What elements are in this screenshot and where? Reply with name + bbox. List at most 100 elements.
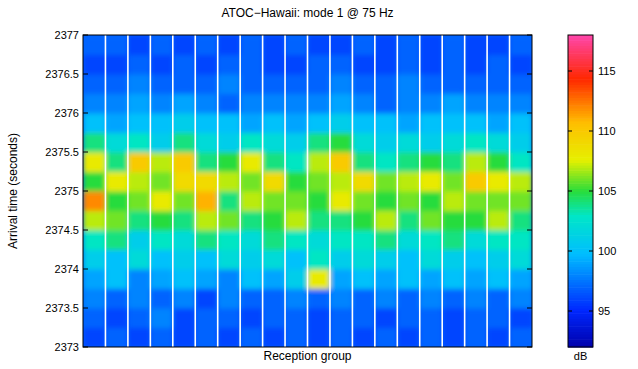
group-separator bbox=[464, 35, 466, 347]
y-tick-label: 2375 bbox=[55, 185, 79, 197]
y-axis-title: Arrival time (seconds) bbox=[6, 133, 20, 249]
group-separator bbox=[239, 35, 241, 347]
cell bbox=[128, 133, 151, 153]
cells bbox=[83, 35, 532, 347]
cell bbox=[330, 55, 353, 75]
cell bbox=[420, 74, 443, 94]
group-separator bbox=[419, 35, 421, 347]
cell bbox=[352, 74, 375, 94]
cell bbox=[397, 250, 420, 270]
cell bbox=[442, 35, 465, 55]
cell bbox=[397, 35, 420, 55]
colorbar-tick-label: 115 bbox=[598, 65, 616, 77]
cell bbox=[420, 250, 443, 270]
cell bbox=[263, 152, 286, 172]
cell bbox=[352, 230, 375, 250]
cell bbox=[420, 55, 443, 75]
group-separator bbox=[352, 35, 354, 347]
cell bbox=[487, 308, 510, 328]
cell bbox=[308, 172, 331, 192]
cell bbox=[375, 152, 398, 172]
cell bbox=[173, 172, 196, 192]
cell bbox=[240, 152, 263, 172]
colorbar-tick bbox=[568, 251, 572, 252]
cell bbox=[487, 113, 510, 133]
cell bbox=[330, 328, 353, 348]
cell bbox=[308, 230, 331, 250]
cell bbox=[150, 74, 173, 94]
cell bbox=[420, 289, 443, 309]
cell bbox=[195, 191, 218, 211]
cell bbox=[330, 35, 353, 55]
cell bbox=[442, 172, 465, 192]
cell bbox=[420, 152, 443, 172]
cell bbox=[487, 152, 510, 172]
group-separator bbox=[486, 35, 488, 347]
cell bbox=[442, 269, 465, 289]
cell bbox=[218, 191, 241, 211]
cell bbox=[442, 308, 465, 328]
cell bbox=[83, 74, 106, 94]
cell bbox=[195, 211, 218, 231]
cell bbox=[330, 250, 353, 270]
y-tick bbox=[527, 230, 532, 231]
cell bbox=[465, 35, 488, 55]
cell bbox=[83, 94, 106, 114]
cell bbox=[240, 328, 263, 348]
cell bbox=[465, 74, 488, 94]
y-tick bbox=[527, 152, 532, 153]
cell bbox=[218, 328, 241, 348]
cell bbox=[487, 172, 510, 192]
cell bbox=[105, 328, 128, 348]
cell bbox=[352, 289, 375, 309]
group-separator bbox=[105, 35, 107, 347]
cell bbox=[195, 172, 218, 192]
cell bbox=[308, 211, 331, 231]
cell bbox=[465, 269, 488, 289]
group-separator bbox=[509, 35, 511, 347]
cell bbox=[105, 230, 128, 250]
cell bbox=[330, 113, 353, 133]
colorbar-tick-label: 95 bbox=[598, 305, 610, 317]
cell bbox=[83, 308, 106, 328]
cell bbox=[263, 35, 286, 55]
cell bbox=[173, 328, 196, 348]
cell bbox=[510, 94, 532, 114]
cell bbox=[128, 308, 151, 328]
cell bbox=[285, 133, 308, 153]
cell bbox=[263, 289, 286, 309]
cell bbox=[173, 191, 196, 211]
cell bbox=[465, 172, 488, 192]
cell bbox=[218, 74, 241, 94]
y-tick bbox=[527, 74, 532, 75]
cell bbox=[442, 211, 465, 231]
cell bbox=[240, 35, 263, 55]
y-tick-label: 2374.5 bbox=[45, 224, 79, 236]
group-separator bbox=[396, 35, 398, 347]
cell bbox=[352, 133, 375, 153]
cell bbox=[330, 74, 353, 94]
cell bbox=[240, 94, 263, 114]
cell bbox=[195, 94, 218, 114]
cell bbox=[510, 133, 532, 153]
cell bbox=[83, 113, 106, 133]
cell bbox=[105, 55, 128, 75]
cell bbox=[285, 211, 308, 231]
cell bbox=[285, 289, 308, 309]
cell bbox=[263, 74, 286, 94]
cell bbox=[105, 211, 128, 231]
cell bbox=[128, 152, 151, 172]
cell bbox=[397, 113, 420, 133]
cell bbox=[240, 269, 263, 289]
cell bbox=[150, 113, 173, 133]
cell bbox=[352, 113, 375, 133]
cell bbox=[352, 152, 375, 172]
colorbar-tick bbox=[568, 71, 572, 72]
cell bbox=[487, 230, 510, 250]
cell bbox=[150, 269, 173, 289]
cell bbox=[510, 113, 532, 133]
y-tick bbox=[83, 191, 88, 192]
cell bbox=[218, 308, 241, 328]
cell bbox=[442, 113, 465, 133]
cell bbox=[442, 230, 465, 250]
